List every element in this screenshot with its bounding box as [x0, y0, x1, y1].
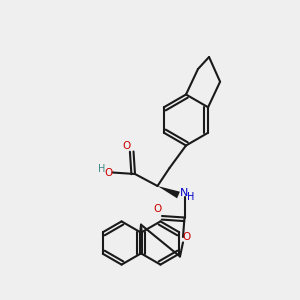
Text: H: H	[188, 192, 195, 203]
Text: O: O	[182, 232, 191, 242]
Text: H: H	[98, 164, 106, 175]
Text: O: O	[105, 167, 113, 178]
Polygon shape	[158, 186, 180, 198]
Text: N: N	[180, 188, 188, 199]
Text: O: O	[153, 204, 162, 214]
Text: O: O	[123, 141, 131, 151]
